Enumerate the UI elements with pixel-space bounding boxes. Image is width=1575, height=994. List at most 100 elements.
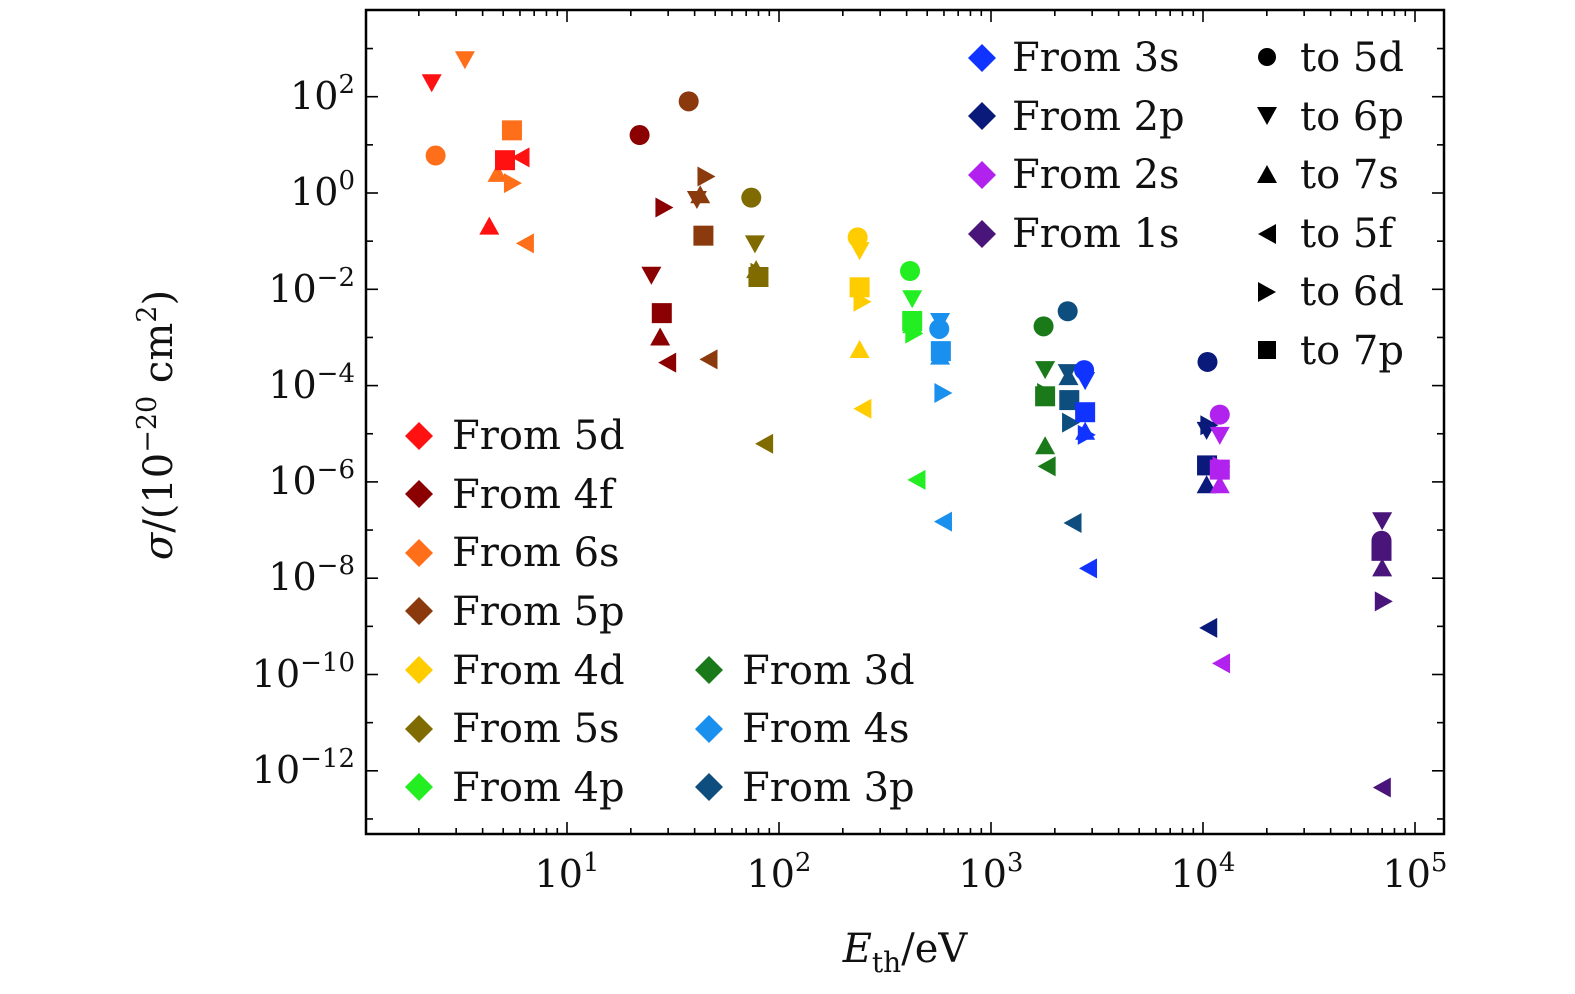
data-point-to-7p xyxy=(495,150,516,171)
data-point-to-7p xyxy=(693,225,714,246)
legend-marker-from-5d xyxy=(405,422,433,450)
legend-item-from-5s: From 5s xyxy=(405,706,620,752)
y-tick-label: 10−2 xyxy=(268,263,355,311)
legend-item-from-2s: From 2s xyxy=(968,152,1180,198)
data-point-to-7s xyxy=(479,216,500,235)
series-from-1s xyxy=(1371,512,1393,798)
data-point-to-6d xyxy=(934,383,953,404)
data-point-to-6d xyxy=(655,197,674,218)
series-from-6s xyxy=(425,51,534,254)
data-point-to-7p xyxy=(930,341,951,362)
legend-item-from-4d: From 4d xyxy=(405,648,625,694)
data-point-to-6d xyxy=(503,173,522,194)
legend-label: to 6d xyxy=(1300,269,1404,315)
data-point-to-5d xyxy=(900,260,921,281)
legend-label: From 5s xyxy=(452,706,620,752)
series-from-4p xyxy=(900,260,926,490)
legend-marker-from-4s xyxy=(695,715,723,743)
legend-item-to-7p: to 7p xyxy=(1258,328,1404,374)
data-point-to-7s xyxy=(849,339,870,358)
legend-label: From 5p xyxy=(452,589,625,635)
data-point-to-7s xyxy=(487,163,508,182)
data-point-to-5f xyxy=(511,147,530,168)
data-point-to-7p xyxy=(1371,540,1392,561)
legend-item-to-5d: to 5d xyxy=(1258,35,1404,81)
legend-item-from-4f: From 4f xyxy=(405,472,617,518)
legend-marker-from-2p xyxy=(968,102,996,130)
data-point-to-7s xyxy=(690,185,711,204)
x-tick-labels: 101 102 103 104 105 xyxy=(535,848,1448,896)
legend-marker-triangle-up xyxy=(1257,165,1277,183)
data-point-to-5d xyxy=(1033,316,1054,337)
legend-label: to 7p xyxy=(1300,328,1404,374)
series-from-3s xyxy=(1074,360,1098,579)
data-point-to-5f xyxy=(853,398,872,419)
data-point-to-6d xyxy=(1062,412,1081,433)
legend-marker-triangle-left xyxy=(1258,224,1276,244)
data-points-layer xyxy=(421,51,1393,798)
legend-marker-from-2s xyxy=(968,161,996,189)
series-from-5p xyxy=(678,91,718,370)
data-point-to-5f xyxy=(658,352,677,373)
series-from-3d xyxy=(1033,316,1056,477)
series-from-3p xyxy=(1057,301,1082,534)
legend-label: From 3d xyxy=(742,648,915,694)
legend-marker-from-5s xyxy=(405,715,433,743)
data-point-to-5f xyxy=(755,433,774,454)
data-point-to-6p xyxy=(641,266,662,285)
data-point-to-6p xyxy=(849,242,870,261)
data-point-to-7s xyxy=(1372,558,1393,577)
data-point-to-5d xyxy=(678,91,699,112)
legend-label: From 4f xyxy=(452,472,617,518)
legend-from-top-right: From 3s From 2p From 2s From 1s xyxy=(968,35,1185,257)
x-tick-label: 104 xyxy=(1171,848,1236,896)
legend-marker-from-4d xyxy=(405,656,433,684)
y-tick-label: 102 xyxy=(290,70,355,118)
legend-marker-from-6s xyxy=(405,539,433,567)
series-from-4s xyxy=(929,312,953,532)
x-axis-label: Eth/eV xyxy=(842,926,969,979)
x-tick-label: 105 xyxy=(1383,848,1448,896)
legend-item-from-4p: From 4p xyxy=(405,765,625,811)
data-point-to-6p xyxy=(744,235,765,254)
legend-from-bottom-left-col2: From 3d From 4s From 3p xyxy=(695,648,915,811)
data-point-to-5f xyxy=(1079,558,1098,579)
data-point-to-7s xyxy=(1196,475,1217,494)
legend-item-from-1s: From 1s xyxy=(968,211,1180,257)
legend-marker-from-1s xyxy=(968,220,996,248)
data-point-to-6p xyxy=(1075,372,1096,391)
data-point-to-7s xyxy=(1209,475,1230,494)
data-point-to-6p xyxy=(421,74,442,93)
legend-item-from-5d: From 5d xyxy=(405,413,625,459)
legend-label: From 3p xyxy=(742,765,915,811)
y-axis-label: σ/(10−20 cm2) xyxy=(132,290,182,560)
x-tick-label: 102 xyxy=(747,848,812,896)
y-tick-label: 10−8 xyxy=(268,551,355,599)
legend-label: From 4p xyxy=(452,765,625,811)
data-point-to-5f xyxy=(1372,777,1391,798)
legend-marker-triangle-down xyxy=(1257,107,1277,125)
data-point-to-5f xyxy=(515,233,534,254)
series-from-5s xyxy=(741,187,774,454)
plot-frame xyxy=(364,8,1446,836)
legend-item-to-7s: to 7s xyxy=(1257,152,1399,198)
data-point-to-7p xyxy=(1209,459,1230,480)
data-point-to-5d xyxy=(629,125,650,146)
y-tick-labels: 102 100 10−2 10−4 10−6 10−8 10−10 10−12 xyxy=(252,70,355,792)
data-point-to-5f xyxy=(1199,617,1218,638)
y-tick-label: 10−4 xyxy=(268,359,355,407)
legend-label: From 4d xyxy=(452,648,625,694)
legend-item-to-6d: to 6d xyxy=(1258,269,1404,315)
legend-marker-from-3s xyxy=(968,44,996,72)
legend-item-from-2p: From 2p xyxy=(968,94,1185,140)
data-point-to-7s xyxy=(1035,436,1056,455)
series-from-2s xyxy=(1209,404,1231,674)
legend-label: From 2s xyxy=(1012,152,1180,198)
data-point-to-7p xyxy=(748,267,769,288)
legend-marker-triangle-right xyxy=(1258,282,1276,302)
data-point-to-6p xyxy=(1372,512,1393,531)
data-point-to-6p xyxy=(902,290,923,309)
data-point-to-6p xyxy=(930,312,951,331)
legend-label: to 7s xyxy=(1300,152,1399,198)
